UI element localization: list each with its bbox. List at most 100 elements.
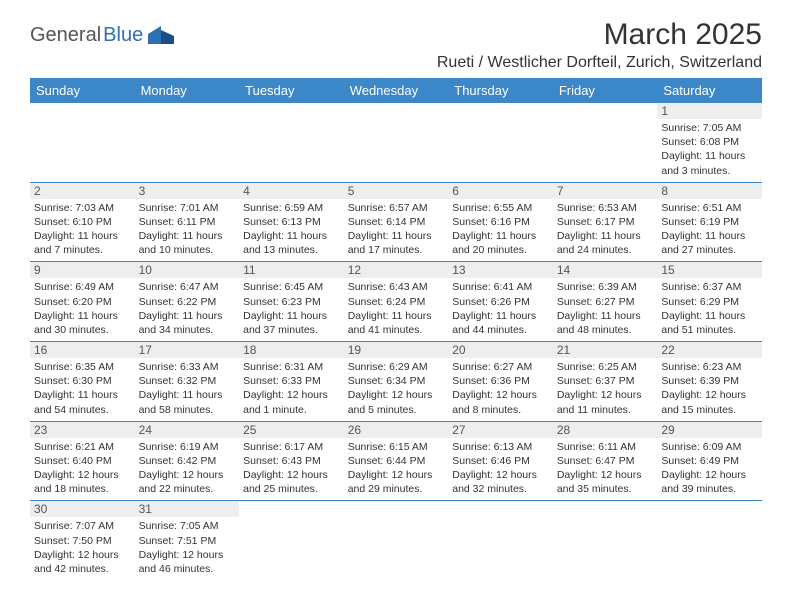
day-info: Sunrise: 6:49 AMSunset: 6:20 PMDaylight:… xyxy=(34,280,131,337)
calendar-cell: 4 Sunrise: 6:59 AMSunset: 6:13 PMDaylight… xyxy=(239,182,344,262)
day-info: Sunrise: 6:37 AMSunset: 6:29 PMDaylight:… xyxy=(661,280,758,337)
day-number: 23 xyxy=(30,422,135,438)
day-number: 6 xyxy=(448,183,553,199)
day-info: Sunrise: 7:05 AMSunset: 6:08 PMDaylight:… xyxy=(661,121,758,178)
calendar-cell: 30 Sunrise: 7:07 AMSunset: 7:50 PMDayligh… xyxy=(30,501,135,580)
calendar-cell: 3 Sunrise: 7:01 AMSunset: 6:11 PMDaylight… xyxy=(135,182,240,262)
calendar-table: SundayMondayTuesdayWednesdayThursdayFrid… xyxy=(30,78,762,580)
day-number: 4 xyxy=(239,183,344,199)
day-info: Sunrise: 6:43 AMSunset: 6:24 PMDaylight:… xyxy=(348,280,445,337)
logo-blue: Blue xyxy=(103,24,143,47)
day-info: Sunrise: 6:59 AMSunset: 6:13 PMDaylight:… xyxy=(243,201,340,258)
page-header: GeneralBlue March 2025 Rueti / Westliche… xyxy=(30,18,762,72)
day-info: Sunrise: 7:05 AMSunset: 7:51 PMDaylight:… xyxy=(139,519,236,576)
calendar-cell xyxy=(553,501,658,580)
calendar-cell: 27 Sunrise: 6:13 AMSunset: 6:46 PMDayligh… xyxy=(448,421,553,501)
weekday-header: Tuesday xyxy=(239,78,344,103)
day-info: Sunrise: 6:53 AMSunset: 6:17 PMDaylight:… xyxy=(557,201,654,258)
day-number: 8 xyxy=(657,183,762,199)
calendar-cell: 20 Sunrise: 6:27 AMSunset: 6:36 PMDayligh… xyxy=(448,342,553,422)
calendar-cell: 25Sunrise: 6:17 AMSunset: 6:43 PMDayligh… xyxy=(239,421,344,501)
calendar-cell: 6Sunrise: 6:55 AMSunset: 6:16 PMDaylight… xyxy=(448,182,553,262)
day-number: 25 xyxy=(239,422,344,438)
day-info: Sunrise: 6:31 AMSunset: 6:33 PMDaylight:… xyxy=(243,360,340,417)
day-number: 16 xyxy=(30,342,135,358)
day-number: 3 xyxy=(135,183,240,199)
day-number: 13 xyxy=(448,262,553,278)
calendar-cell xyxy=(344,501,449,580)
calendar-row: 23 Sunrise: 6:21 AMSunset: 6:40 PMDayligh… xyxy=(30,421,762,501)
day-info: Sunrise: 6:47 AMSunset: 6:22 PMDaylight:… xyxy=(139,280,236,337)
calendar-cell: 31Sunrise: 7:05 AMSunset: 7:51 PMDayligh… xyxy=(135,501,240,580)
day-info: Sunrise: 7:01 AMSunset: 6:11 PMDaylight:… xyxy=(139,201,236,258)
calendar-cell: 8Sunrise: 6:51 AMSunset: 6:19 PMDaylight… xyxy=(657,182,762,262)
day-info: Sunrise: 6:33 AMSunset: 6:32 PMDaylight:… xyxy=(139,360,236,417)
calendar-cell xyxy=(135,103,240,182)
day-number: 27 xyxy=(448,422,553,438)
calendar-cell xyxy=(448,501,553,580)
calendar-cell: 21 Sunrise: 6:25 AMSunset: 6:37 PMDayligh… xyxy=(553,342,658,422)
day-info: Sunrise: 7:07 AMSunset: 7:50 PMDaylight:… xyxy=(34,519,131,576)
calendar-page: GeneralBlue March 2025 Rueti / Westliche… xyxy=(0,0,792,590)
day-info: Sunrise: 6:27 AMSunset: 6:36 PMDaylight:… xyxy=(452,360,549,417)
day-number: 12 xyxy=(344,262,449,278)
calendar-cell xyxy=(657,501,762,580)
calendar-cell: 1Sunrise: 7:05 AMSunset: 6:08 PMDaylight… xyxy=(657,103,762,182)
day-number: 18 xyxy=(239,342,344,358)
weekday-header: Sunday xyxy=(30,78,135,103)
calendar-cell: 15 Sunrise: 6:37 AMSunset: 6:29 PMDayligh… xyxy=(657,262,762,342)
calendar-row: 30 Sunrise: 7:07 AMSunset: 7:50 PMDayligh… xyxy=(30,501,762,580)
day-number: 30 xyxy=(30,501,135,517)
day-number: 7 xyxy=(553,183,658,199)
calendar-cell: 11Sunrise: 6:45 AMSunset: 6:23 PMDayligh… xyxy=(239,262,344,342)
day-info: Sunrise: 6:39 AMSunset: 6:27 PMDaylight:… xyxy=(557,280,654,337)
day-info: Sunrise: 6:11 AMSunset: 6:47 PMDaylight:… xyxy=(557,440,654,497)
logo: GeneralBlue xyxy=(30,24,174,47)
day-number: 9 xyxy=(30,262,135,278)
calendar-body: 1Sunrise: 7:05 AMSunset: 6:08 PMDaylight… xyxy=(30,103,762,580)
day-number: 5 xyxy=(344,183,449,199)
day-number: 29 xyxy=(657,422,762,438)
day-number: 10 xyxy=(135,262,240,278)
day-info: Sunrise: 6:57 AMSunset: 6:14 PMDaylight:… xyxy=(348,201,445,258)
day-info: Sunrise: 6:21 AMSunset: 6:40 PMDaylight:… xyxy=(34,440,131,497)
day-number: 20 xyxy=(448,342,553,358)
day-number: 17 xyxy=(135,342,240,358)
calendar-cell: 28 Sunrise: 6:11 AMSunset: 6:47 PMDayligh… xyxy=(553,421,658,501)
day-info: Sunrise: 6:25 AMSunset: 6:37 PMDaylight:… xyxy=(557,360,654,417)
day-info: Sunrise: 6:13 AMSunset: 6:46 PMDaylight:… xyxy=(452,440,549,497)
calendar-cell: 29 Sunrise: 6:09 AMSunset: 6:49 PMDayligh… xyxy=(657,421,762,501)
logo-flag-icon xyxy=(148,26,174,44)
day-number: 15 xyxy=(657,262,762,278)
day-info: Sunrise: 6:19 AMSunset: 6:42 PMDaylight:… xyxy=(139,440,236,497)
calendar-cell: 16Sunrise: 6:35 AMSunset: 6:30 PMDayligh… xyxy=(30,342,135,422)
day-number: 22 xyxy=(657,342,762,358)
title-block: March 2025 Rueti / Westlicher Dorfteil, … xyxy=(437,18,762,72)
month-title: March 2025 xyxy=(437,18,762,52)
day-number: 21 xyxy=(553,342,658,358)
calendar-cell: 17 Sunrise: 6:33 AMSunset: 6:32 PMDayligh… xyxy=(135,342,240,422)
weekday-header: Wednesday xyxy=(344,78,449,103)
calendar-cell: 5 Sunrise: 6:57 AMSunset: 6:14 PMDaylight… xyxy=(344,182,449,262)
calendar-row: 2Sunrise: 7:03 AMSunset: 6:10 PMDaylight… xyxy=(30,182,762,262)
calendar-cell: 13Sunrise: 6:41 AMSunset: 6:26 PMDayligh… xyxy=(448,262,553,342)
calendar-cell xyxy=(239,501,344,580)
calendar-cell: 10 Sunrise: 6:47 AMSunset: 6:22 PMDayligh… xyxy=(135,262,240,342)
day-info: Sunrise: 7:03 AMSunset: 6:10 PMDaylight:… xyxy=(34,201,131,258)
calendar-cell: 22Sunrise: 6:23 AMSunset: 6:39 PMDayligh… xyxy=(657,342,762,422)
day-number: 24 xyxy=(135,422,240,438)
day-number: 14 xyxy=(553,262,658,278)
calendar-cell xyxy=(344,103,449,182)
calendar-cell: 26Sunrise: 6:15 AMSunset: 6:44 PMDayligh… xyxy=(344,421,449,501)
calendar-cell: 18 Sunrise: 6:31 AMSunset: 6:33 PMDayligh… xyxy=(239,342,344,422)
calendar-header-row: SundayMondayTuesdayWednesdayThursdayFrid… xyxy=(30,78,762,103)
calendar-cell: 9 Sunrise: 6:49 AMSunset: 6:20 PMDaylight… xyxy=(30,262,135,342)
day-number: 28 xyxy=(553,422,658,438)
calendar-cell: 19Sunrise: 6:29 AMSunset: 6:34 PMDayligh… xyxy=(344,342,449,422)
day-info: Sunrise: 6:29 AMSunset: 6:34 PMDaylight:… xyxy=(348,360,445,417)
calendar-cell: 24 Sunrise: 6:19 AMSunset: 6:42 PMDayligh… xyxy=(135,421,240,501)
day-info: Sunrise: 6:45 AMSunset: 6:23 PMDaylight:… xyxy=(243,280,340,337)
day-info: Sunrise: 6:09 AMSunset: 6:49 PMDaylight:… xyxy=(661,440,758,497)
weekday-header: Saturday xyxy=(657,78,762,103)
day-number: 26 xyxy=(344,422,449,438)
